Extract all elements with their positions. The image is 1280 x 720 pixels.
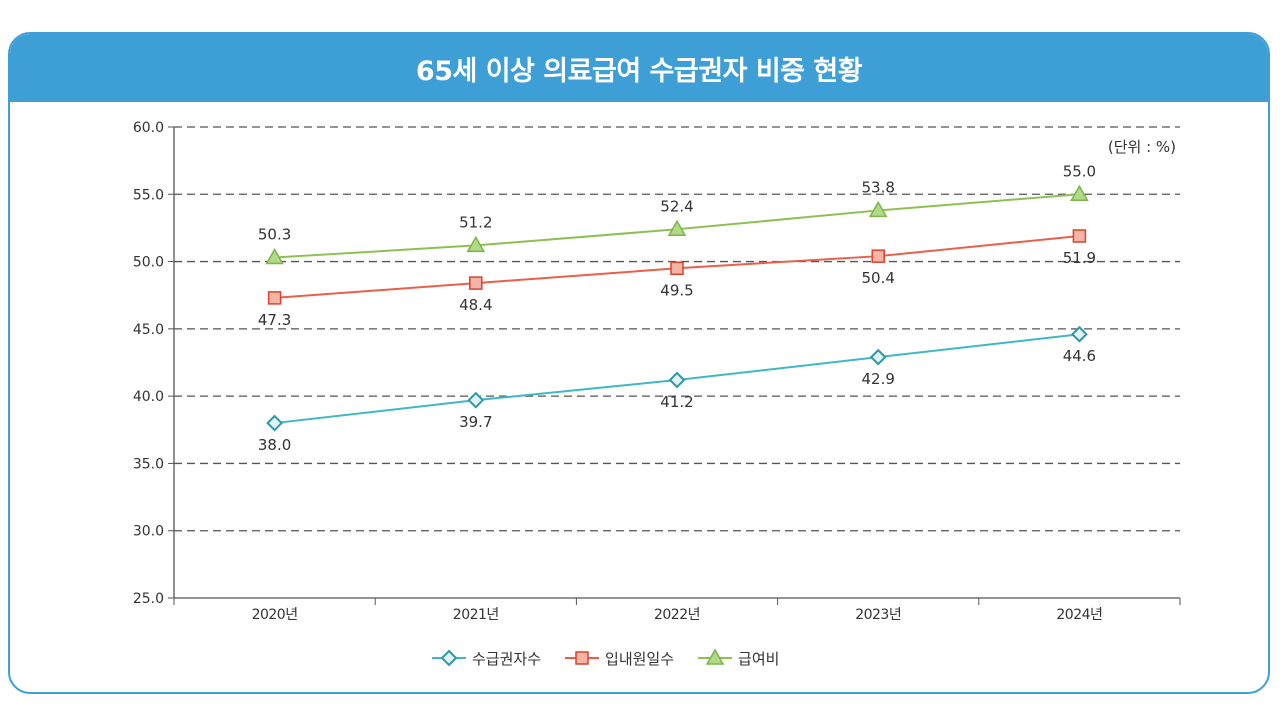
data-point-square bbox=[469, 276, 483, 290]
legend-label: 급여비 bbox=[738, 650, 779, 668]
y-tick-label: 25.0 bbox=[133, 591, 164, 607]
chart-frame: 65세 이상 의료급여 수급권자 비중 현황 bbox=[8, 32, 1270, 694]
chart-title: 65세 이상 의료급여 수급권자 비중 현황 bbox=[10, 34, 1268, 102]
x-tick-label: 2024년 bbox=[1056, 607, 1102, 623]
data-point-square bbox=[1072, 229, 1087, 243]
data-point-diamond bbox=[1070, 325, 1088, 343]
data-label: 42.9 bbox=[861, 370, 894, 388]
data-point-diamond bbox=[668, 371, 686, 389]
legend-marker-triangle bbox=[705, 648, 725, 665]
y-tick-label: 30.0 bbox=[133, 524, 164, 540]
data-label: 38.0 bbox=[258, 436, 291, 454]
x-tick-label: 2020년 bbox=[252, 607, 298, 623]
data-label: 51.2 bbox=[459, 213, 492, 231]
data-point-diamond bbox=[467, 391, 485, 409]
data-label: 39.7 bbox=[459, 413, 492, 431]
data-point-square bbox=[267, 291, 282, 305]
y-tick-label: 45.0 bbox=[133, 322, 164, 338]
y-tick-label: 60.0 bbox=[133, 120, 164, 136]
x-tick-label: 2023년 bbox=[855, 607, 901, 623]
data-point-triangle bbox=[265, 248, 284, 265]
data-point-triangle bbox=[1070, 184, 1089, 202]
y-tick-label: 50.0 bbox=[133, 255, 164, 271]
y-tick-label: 35.0 bbox=[133, 456, 164, 472]
data-label: 51.9 bbox=[1063, 249, 1096, 267]
x-tick-label: 2021년 bbox=[453, 607, 499, 623]
data-label: 47.3 bbox=[258, 311, 291, 329]
x-tick-label: 2022년 bbox=[654, 607, 700, 623]
data-point-diamond bbox=[266, 414, 284, 432]
data-point-diamond bbox=[869, 348, 887, 366]
data-label: 41.2 bbox=[660, 393, 693, 411]
data-label: 48.4 bbox=[459, 296, 492, 314]
data-label: 50.4 bbox=[861, 269, 894, 287]
legend-marker-square bbox=[575, 651, 589, 665]
data-point-triangle bbox=[466, 235, 486, 253]
data-label: 55.0 bbox=[1063, 162, 1096, 180]
unit-note: (단위 : %) bbox=[1108, 138, 1176, 156]
data-label: 44.6 bbox=[1063, 347, 1096, 365]
data-point-square bbox=[670, 261, 684, 276]
data-label: 49.5 bbox=[660, 281, 693, 299]
data-label: 50.3 bbox=[258, 226, 291, 244]
data-label: 53.8 bbox=[861, 178, 894, 196]
data-label: 52.4 bbox=[660, 197, 693, 215]
y-tick-label: 40.0 bbox=[133, 389, 164, 405]
data-point-triangle bbox=[667, 219, 687, 237]
legend-label: 입내원일수 bbox=[605, 650, 674, 668]
legend-label: 수급권자수 bbox=[472, 650, 541, 668]
legend-marker-diamond bbox=[440, 649, 458, 667]
data-point-square bbox=[871, 249, 885, 263]
y-tick-label: 55.0 bbox=[133, 187, 164, 203]
data-point-triangle bbox=[868, 200, 888, 218]
